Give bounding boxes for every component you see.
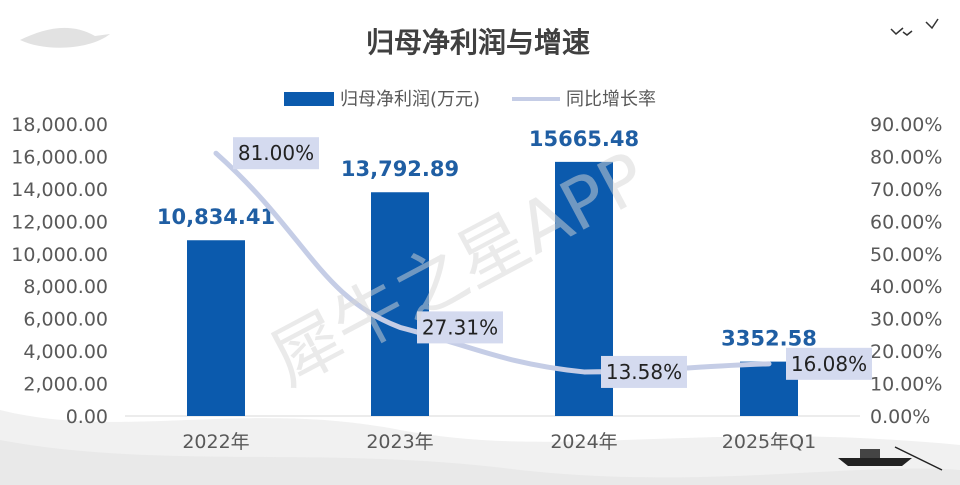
line-data-label-box — [417, 311, 503, 344]
line-data-label: 13.58% — [606, 360, 682, 384]
line-data-label-box — [786, 347, 872, 380]
left-tick-label: 0.00 — [66, 406, 108, 428]
right-tick-label: 0.00% — [870, 406, 930, 428]
x-tick-label: 2022年 — [182, 431, 249, 453]
bar-data-labels: 10,834.41 13,792.89 15665.48 3352.58 — [157, 127, 817, 351]
left-tick-label: 18,000.00 — [11, 114, 108, 136]
left-tick-label: 10,000.00 — [11, 244, 108, 266]
left-tick-label: 16,000.00 — [11, 146, 108, 168]
x-tick-label: 2024年 — [550, 431, 617, 453]
right-tick-label: 90.00% — [870, 114, 942, 136]
left-tick-label: 6,000.00 — [23, 309, 108, 331]
bar-data-label: 3352.58 — [721, 327, 817, 351]
boat-icon — [838, 446, 943, 471]
bar — [371, 192, 429, 416]
right-tick-label: 40.00% — [870, 276, 942, 298]
x-tick-label: 2025年Q1 — [722, 431, 816, 453]
left-tick-label: 12,000.00 — [11, 211, 108, 233]
right-tick-label: 70.00% — [870, 179, 942, 201]
x-axis: 2022年 2023年 2024年 2025年Q1 — [125, 415, 860, 453]
bar — [187, 240, 245, 416]
legend: 归母净利润(万元) 同比增长率 — [284, 89, 656, 110]
left-tick-label: 4,000.00 — [23, 341, 108, 363]
x-tick-label: 2023年 — [366, 431, 433, 453]
chart-title: 归母净利润与增速 — [366, 26, 590, 59]
right-tick-label: 50.00% — [870, 244, 942, 266]
bar-data-label: 13,792.89 — [341, 157, 459, 181]
left-tick-label: 14,000.00 — [11, 179, 108, 201]
left-tick-label: 2,000.00 — [23, 374, 108, 396]
line-data-label-box — [233, 137, 319, 170]
legend-label-line: 同比增长率 — [566, 89, 656, 110]
left-tick-label: 8,000.00 — [23, 276, 108, 298]
line-data-label: 16.08% — [791, 352, 867, 376]
bar-data-label: 15665.48 — [529, 127, 639, 151]
line-data-labels: 81.00% 27.31% 13.58% 16.08% — [233, 137, 872, 388]
right-tick-label: 80.00% — [870, 146, 942, 168]
bar-data-label: 10,834.41 — [157, 205, 275, 229]
right-tick-label: 10.00% — [870, 374, 942, 396]
right-tick-label: 30.00% — [870, 309, 942, 331]
legend-label-bar: 归母净利润(万元) — [340, 89, 480, 110]
left-axis: 0.00 2,000.00 4,000.00 6,000.00 8,000.00 10,0… — [11, 114, 108, 428]
line-data-label: 81.00% — [238, 141, 314, 165]
right-axis: 0.00% 10.00% 20.00% 30.00% 40.00% 50.00% 60.00… — [870, 114, 942, 428]
birds-icon — [890, 18, 939, 36]
right-tick-label: 60.00% — [870, 211, 942, 233]
line-data-label-box — [601, 355, 687, 388]
right-tick-label: 20.00% — [870, 341, 942, 363]
background-decoration — [0, 27, 960, 485]
legend-swatch-bar — [284, 92, 334, 106]
line-data-label: 27.31% — [422, 315, 498, 339]
